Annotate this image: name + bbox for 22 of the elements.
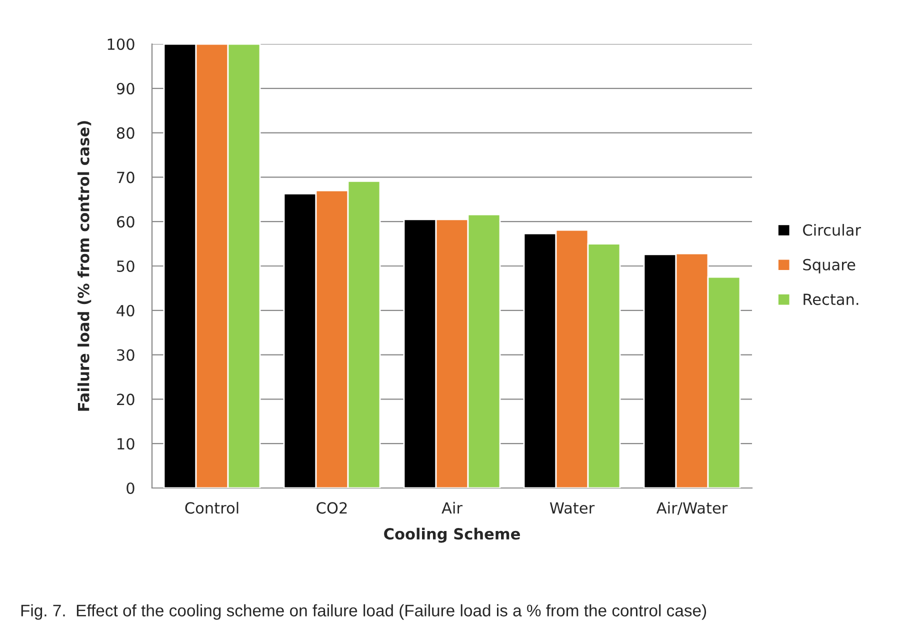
x-tick-label: Control: [185, 502, 238, 514]
legend-label: Circular: [803, 224, 862, 236]
y-tick-label: 10: [118, 438, 134, 450]
y-axis-title: Failure load (% from control case): [77, 121, 92, 411]
legend-label: Rectan.: [804, 294, 858, 306]
y-tick-label: 30: [117, 349, 134, 361]
y-tick-label: 90: [116, 82, 134, 94]
y-tick-label: 70: [117, 172, 134, 184]
y-tick-label: 80: [116, 127, 134, 139]
x-axis-title: Cooling Scheme: [384, 528, 520, 543]
y-tick-label: 100: [108, 38, 134, 50]
x-tick-label: CO2: [316, 502, 347, 514]
x-tick-label: Water: [550, 502, 595, 514]
x-tick-label: Air/Water: [656, 502, 728, 515]
legend-label: Square: [803, 258, 856, 274]
caption: Fig. 7. Effect of the cooling scheme on failure load (Failure load is a % from the control case): [21, 604, 706, 620]
y-tick-label: 40: [116, 304, 134, 316]
y-tick-label: 0: [126, 482, 134, 494]
y-tick-label: 60: [116, 216, 134, 228]
x-tick-label: Air: [442, 502, 462, 514]
y-tick-label: 20: [117, 394, 134, 406]
y-tick-label: 50: [117, 260, 134, 272]
